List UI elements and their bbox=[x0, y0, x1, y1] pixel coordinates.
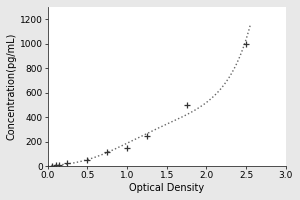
X-axis label: Optical Density: Optical Density bbox=[129, 183, 204, 193]
Y-axis label: Concentration(pg/mL): Concentration(pg/mL) bbox=[7, 33, 17, 140]
